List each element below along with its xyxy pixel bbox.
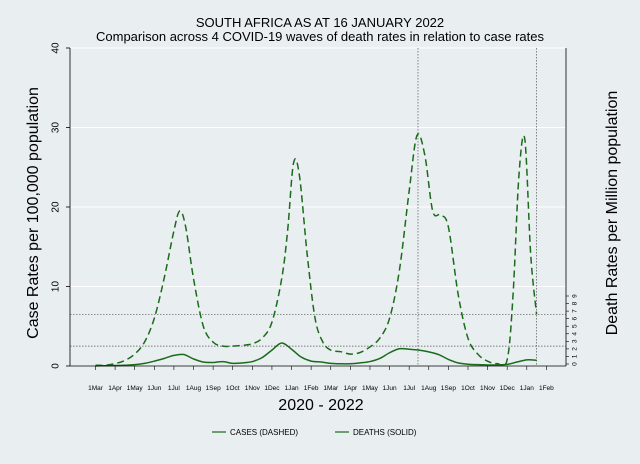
- y-tick-label: 20: [51, 201, 62, 213]
- x-tick-label: 1Dec: [500, 385, 516, 392]
- series-lines: [95, 133, 538, 367]
- x-tick-label: 1Aug: [186, 385, 202, 392]
- x-tick-label: 1Aug: [421, 385, 437, 392]
- x-tick-label: 1Mar: [323, 385, 339, 392]
- right-tick-label: 7: [572, 309, 579, 313]
- right-tick-label: 0: [572, 362, 579, 366]
- legend-deaths-label: DEATHS (SOLID): [353, 428, 417, 437]
- right-tick-label: 1: [572, 354, 579, 358]
- right-tick-label: 6: [572, 316, 579, 320]
- x-tick-label: 1Jul: [403, 385, 415, 392]
- legend: CASES (DASHED) DEATHS (SOLID): [212, 428, 417, 437]
- x-ticks: 1Mar 1Apr 1May 1Jun 1Jul 1Aug 1Sep 1Oct 1Nov 1Dec…: [88, 366, 554, 392]
- x-tick-label: 1Sep: [206, 385, 222, 392]
- cases-series-line: [95, 133, 538, 367]
- chart-title: SOUTH AFRICA AS AT 16 JANUARY 2022: [196, 15, 444, 30]
- right-tick-label: 8: [572, 301, 579, 305]
- x-tick-label: 1Dec: [264, 385, 280, 392]
- x-tick-label: 1May: [127, 385, 144, 392]
- y-axis-title-right: Death Rates per Million population: [604, 91, 621, 336]
- x-tick-label: 1Jan: [520, 385, 534, 392]
- x-tick-label: 1Jun: [147, 385, 161, 392]
- y-tick-label: 30: [51, 122, 62, 134]
- y-tick-label: 40: [51, 42, 62, 54]
- x-tick-label: 1Feb: [539, 385, 554, 392]
- right-tick-label: 3: [572, 339, 579, 343]
- y-tick-label: 0: [51, 363, 62, 369]
- deaths-series-line: [95, 342, 537, 367]
- x-tick-label: 1Oct: [461, 385, 475, 392]
- left-y-ticks: 0 10 20 30 40: [51, 42, 70, 369]
- x-tick-label: 1Jan: [284, 385, 298, 392]
- right-y-ticks: 0 1 2 3 4 5 6 7 8 9: [566, 294, 579, 366]
- right-tick-label: 5: [572, 324, 579, 328]
- chart-subtitle: Comparison across 4 COVID-19 waves of de…: [96, 29, 544, 44]
- x-tick-label: 1May: [362, 385, 379, 392]
- x-tick-label: 1Oct: [226, 385, 240, 392]
- x-tick-label: 1Mar: [88, 385, 104, 392]
- right-tick-label: 2: [572, 347, 579, 351]
- x-tick-label: 1Apr: [343, 385, 358, 392]
- x-tick-label: 1Jun: [383, 385, 397, 392]
- x-tick-label: 1Nov: [480, 385, 496, 392]
- x-tick-label: 1Feb: [304, 385, 319, 392]
- y-tick-label: 10: [51, 281, 62, 293]
- x-tick-label: 1Sep: [441, 385, 457, 392]
- right-tick-label: 4: [572, 332, 579, 336]
- x-axis-title: 2020 - 2022: [278, 397, 364, 414]
- x-tick-label: 1Jul: [168, 385, 180, 392]
- legend-cases-label: CASES (DASHED): [230, 428, 298, 437]
- x-tick-label: 1Nov: [245, 385, 261, 392]
- right-tick-label: 9: [572, 294, 579, 298]
- x-tick-label: 1Apr: [108, 385, 123, 392]
- y-axis-title-left: Case Rates per 100,000 population: [25, 87, 42, 339]
